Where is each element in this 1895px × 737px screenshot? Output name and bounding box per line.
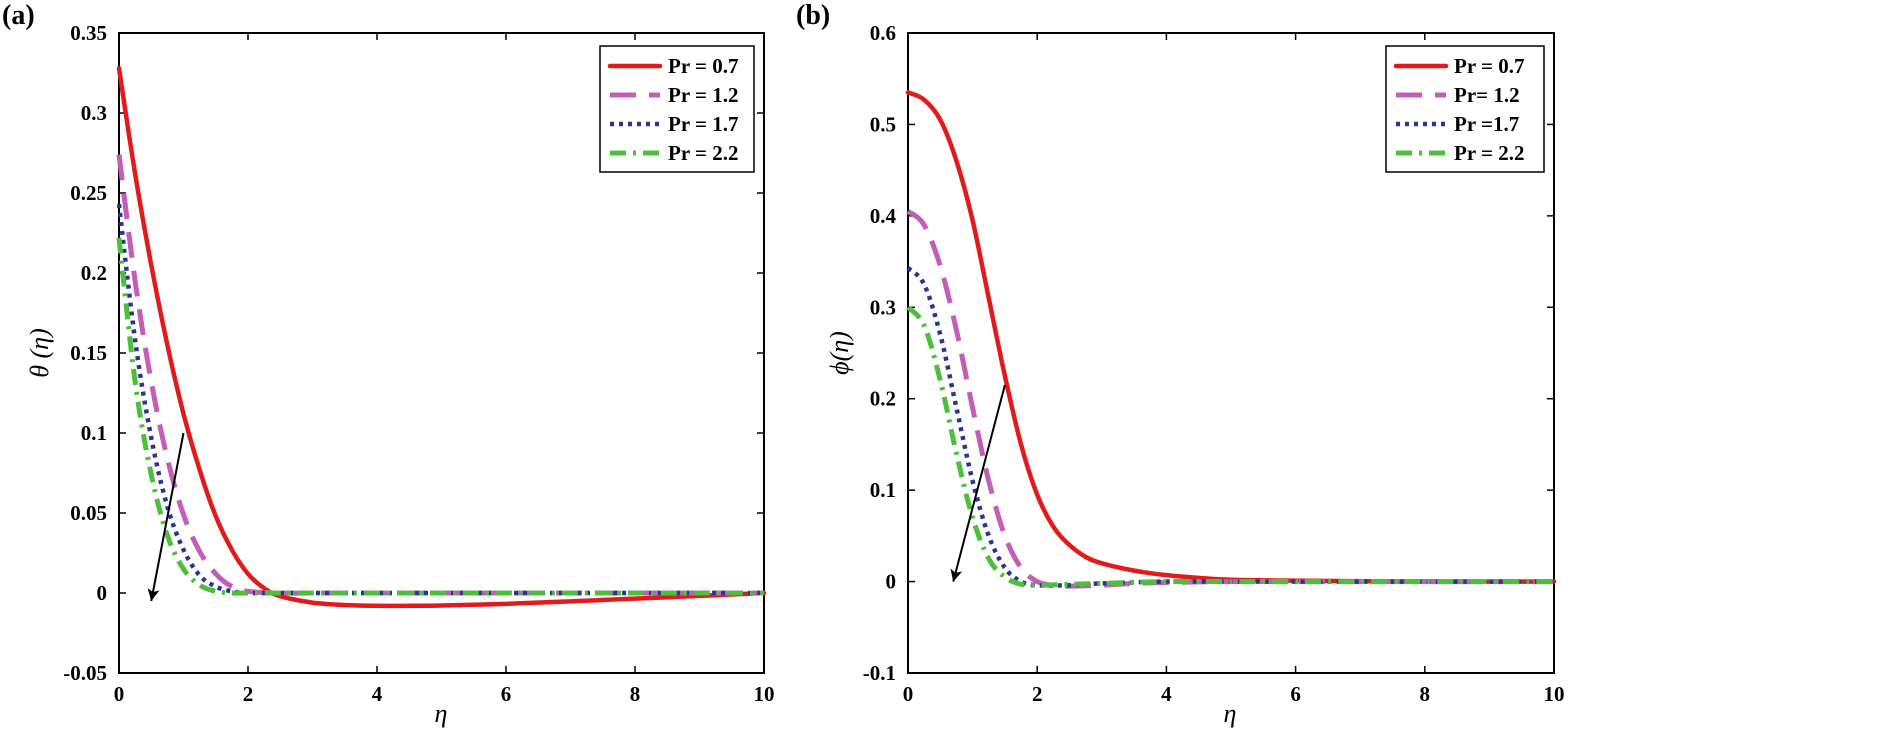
legend-label-b-3: Pr = 2.2 [1454, 141, 1525, 165]
legend-label-a-3: Pr = 2.2 [668, 141, 739, 165]
x-tick-label: 8 [1420, 682, 1431, 706]
y-tick-label: 0.3 [81, 101, 107, 125]
y-tick-label: 0.05 [70, 501, 107, 525]
x-tick-label: 6 [501, 682, 512, 706]
y-tick-label: 0.1 [81, 421, 107, 445]
legend-label-a-1: Pr = 1.2 [668, 83, 739, 107]
legend-label-a-0: Pr = 0.7 [668, 54, 739, 78]
y-axis-label-b: ϕ(η) [825, 331, 854, 375]
y-tick-label: 0.2 [870, 387, 896, 411]
trend-arrow-b [950, 384, 1006, 582]
legend-label-b-2: Pr =1.7 [1454, 112, 1519, 136]
x-tick-label: 0 [903, 682, 914, 706]
x-tick-label: 0 [114, 682, 125, 706]
series-line-0 [116, 65, 767, 609]
x-tick-label: 10 [1544, 682, 1565, 706]
curves-a [116, 65, 767, 609]
x-tick-label: 2 [1032, 682, 1043, 706]
y-tick-label: 0.3 [870, 295, 896, 319]
x-tick-label: 8 [630, 682, 641, 706]
y-tick-label: 0.4 [870, 204, 897, 228]
x-tick-label: 4 [1161, 682, 1172, 706]
y-tick-label: 0.25 [70, 181, 107, 205]
x-axis-label-b: η [1224, 699, 1237, 728]
x-tick-label: 6 [1290, 682, 1301, 706]
panel-label-a: (a) [2, 0, 35, 31]
x-tick-label: 2 [243, 682, 254, 706]
y-axis-label-a: θ (η) [25, 328, 54, 378]
y-tick-label: 0.5 [870, 112, 896, 136]
legend-b: Pr = 0.7 Pr= 1.2 Pr =1.7 Pr = 2.2 [1385, 45, 1545, 173]
panel-a: (a) 0 2 4 6 8 10 -0.05 0 0.05 0.1 0.15 0.2 0.25 0.3 0.… [2, 0, 775, 728]
x-axis-label-a: η [435, 699, 448, 728]
y-tick-label: -0.1 [863, 661, 896, 685]
series-line-3 [116, 237, 764, 596]
trend-arrow-a [147, 432, 185, 602]
y-tick-label: 0 [97, 581, 108, 605]
y-tick-label: -0.05 [63, 661, 107, 685]
legend-a: Pr = 0.7 Pr = 1.2 Pr = 1.7 Pr = 2.2 [599, 45, 755, 173]
y-tick-label: 0 [886, 570, 897, 594]
y-tick-label: 0.2 [81, 261, 107, 285]
x-tick-label: 4 [372, 682, 383, 706]
legend-label-b-1: Pr= 1.2 [1454, 83, 1520, 107]
y-tick-label: 0.15 [70, 341, 107, 365]
axis-ticks-a: 0 2 4 6 8 10 -0.05 0 0.05 0.1 0.15 0.2 0.25 0.3 0.35 [63, 21, 774, 706]
panel-b: (b) 0 2 4 6 8 10 -0.1 0 0.1 0.2 0.3 0.4 0.5 0.6 η ϕ(η… [796, 0, 1565, 728]
panel-label-b: (b) [796, 0, 830, 31]
x-tick-label: 10 [754, 682, 775, 706]
y-tick-label: 0.35 [70, 21, 107, 45]
legend-label-b-0: Pr = 0.7 [1454, 54, 1525, 78]
curves-b [905, 90, 1557, 589]
legend-label-a-2: Pr = 1.7 [668, 112, 739, 136]
y-tick-label: 0.6 [870, 21, 896, 45]
y-tick-label: 0.1 [870, 478, 896, 502]
series-line-3 [906, 305, 1554, 588]
axis-ticks-b: 0 2 4 6 8 10 -0.1 0 0.1 0.2 0.3 0.4 0.5 0.6 [863, 21, 1565, 706]
